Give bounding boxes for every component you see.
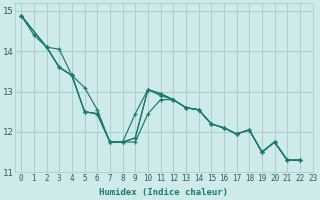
X-axis label: Humidex (Indice chaleur): Humidex (Indice chaleur) <box>99 188 228 197</box>
